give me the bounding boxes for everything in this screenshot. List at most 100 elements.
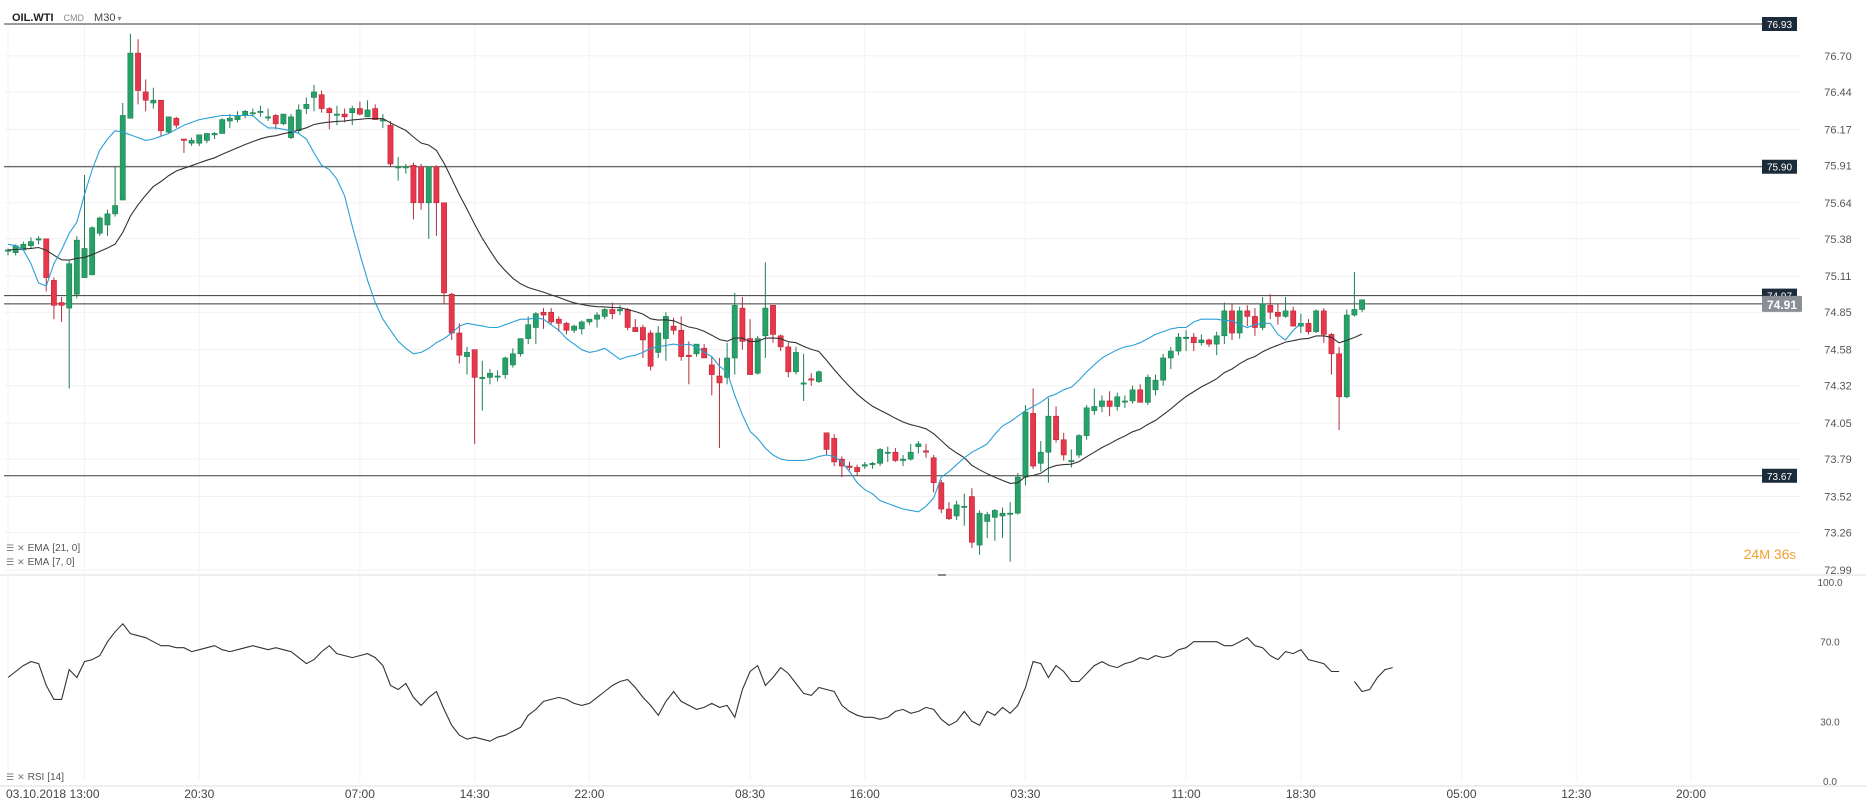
candle-body <box>1275 311 1281 317</box>
candle-body <box>58 302 65 306</box>
legend-rsi[interactable]: ☰ ✕ RSI [14] <box>6 772 64 783</box>
candle-body <box>73 239 80 295</box>
time-tick-label: 05:00 <box>1446 787 1476 801</box>
horizontal-levels[interactable] <box>4 23 1762 477</box>
candle-body <box>288 116 294 138</box>
candle-body <box>785 346 792 373</box>
rsi-tick-label: 100.0 <box>1817 578 1842 589</box>
candle-body <box>1106 400 1113 407</box>
price-tick-label: 74.58 <box>1824 345 1852 357</box>
candle-body <box>999 512 1006 517</box>
candle-body <box>854 467 861 472</box>
candle-body <box>578 321 585 330</box>
candle-body <box>1167 350 1174 359</box>
candle-body <box>402 166 409 169</box>
rsi-params: [14] <box>47 772 64 783</box>
candle-body <box>731 305 738 359</box>
candle-body <box>509 353 516 366</box>
candle-body <box>43 238 50 278</box>
close-icon[interactable]: ✕ <box>17 557 25 567</box>
candle-body <box>1282 310 1289 317</box>
candle-body <box>632 327 639 332</box>
candle-body <box>1152 379 1159 391</box>
timeframe-selector[interactable]: M30 ▾ <box>94 12 121 24</box>
timeframe-label: M30 <box>94 12 116 24</box>
settings-icon[interactable]: ☰ <box>6 557 15 567</box>
candle-body <box>1137 389 1144 403</box>
candle-body <box>1091 406 1098 411</box>
close-icon[interactable]: ✕ <box>17 543 25 553</box>
candlestick-series <box>5 33 1365 562</box>
rsi-series-line <box>1353 667 1393 693</box>
time-tick-label: 18:30 <box>1286 787 1316 801</box>
time-tick-label: 14:30 <box>460 787 490 801</box>
timer-minutes-unit: M <box>1759 547 1771 562</box>
candle-body <box>869 462 876 465</box>
candle-body <box>662 316 669 339</box>
price-tick-label: 75.91 <box>1824 160 1852 172</box>
candle-body <box>1007 512 1014 515</box>
candle-body <box>89 227 96 276</box>
candle-body <box>135 52 141 91</box>
price-tick-label: 76.17 <box>1824 124 1852 136</box>
candle-body <box>762 307 769 337</box>
candle-body <box>1022 411 1029 478</box>
candle-body <box>678 329 685 357</box>
candle-body <box>1313 310 1320 332</box>
candle-body <box>165 116 172 133</box>
candle-body <box>364 109 371 118</box>
candle-body <box>464 352 470 357</box>
candle-body <box>1037 451 1044 464</box>
legend-ema21[interactable]: ☰ ✕ EMA [21, 0] <box>6 543 80 554</box>
candle-body <box>693 343 700 355</box>
candle-body <box>1160 357 1167 381</box>
level-tag-label: 76.93 <box>1767 20 1792 31</box>
ema7-params: [7, 0] <box>52 557 75 568</box>
candle-body <box>861 464 868 467</box>
candle-body <box>50 280 57 306</box>
candle-body <box>640 327 646 341</box>
candle-body <box>823 432 830 450</box>
candle-body <box>808 378 815 381</box>
candle-body <box>1122 400 1128 403</box>
level-tag-label: 75.90 <box>1767 163 1792 174</box>
candle-body <box>968 496 975 543</box>
candle-body <box>984 514 991 522</box>
time-tick-label: 22:00 <box>574 787 604 801</box>
time-tick-label: 07:00 <box>345 787 375 801</box>
settings-icon[interactable]: ☰ <box>6 772 15 782</box>
candle-body <box>326 108 333 113</box>
candle-body <box>1190 336 1197 344</box>
price-tick-label: 75.64 <box>1824 198 1852 210</box>
candle-body <box>1083 407 1090 436</box>
candle-body <box>831 438 838 463</box>
candle-body <box>1267 305 1274 313</box>
rsi-tick-label: 0.0 <box>1823 777 1837 788</box>
close-icon[interactable]: ✕ <box>17 772 25 782</box>
candle-body <box>1060 439 1067 456</box>
candle-body <box>1343 314 1350 398</box>
rsi-axis: 100.0 70.0 30.0 0.0 <box>1817 578 1842 788</box>
time-tick-label: 11:00 <box>1172 787 1201 801</box>
candle-body <box>265 116 271 119</box>
candle-body <box>502 357 509 375</box>
candle-body <box>601 309 608 317</box>
candle-body <box>747 338 753 375</box>
symbol-label[interactable]: OIL.WTI <box>12 12 54 24</box>
candle-body <box>425 166 432 204</box>
candle-body <box>923 450 929 453</box>
candle-body <box>685 354 692 357</box>
legend-ema7[interactable]: ☰ ✕ EMA [7, 0] <box>6 557 75 568</box>
source-label: CMD <box>63 13 85 23</box>
candle-body <box>448 293 455 334</box>
candle-body <box>777 335 784 348</box>
price-axis: 76.70 76.44 76.17 75.91 75.64 75.38 75.11 74.85… <box>1824 51 1852 577</box>
current-price-tag <box>1762 295 1802 312</box>
candle-countdown-timer: 24M 36s <box>1744 546 1796 562</box>
candle-body <box>724 357 730 378</box>
candle-body <box>303 104 310 109</box>
settings-icon[interactable]: ☰ <box>6 543 15 553</box>
candle-body <box>1213 335 1220 345</box>
